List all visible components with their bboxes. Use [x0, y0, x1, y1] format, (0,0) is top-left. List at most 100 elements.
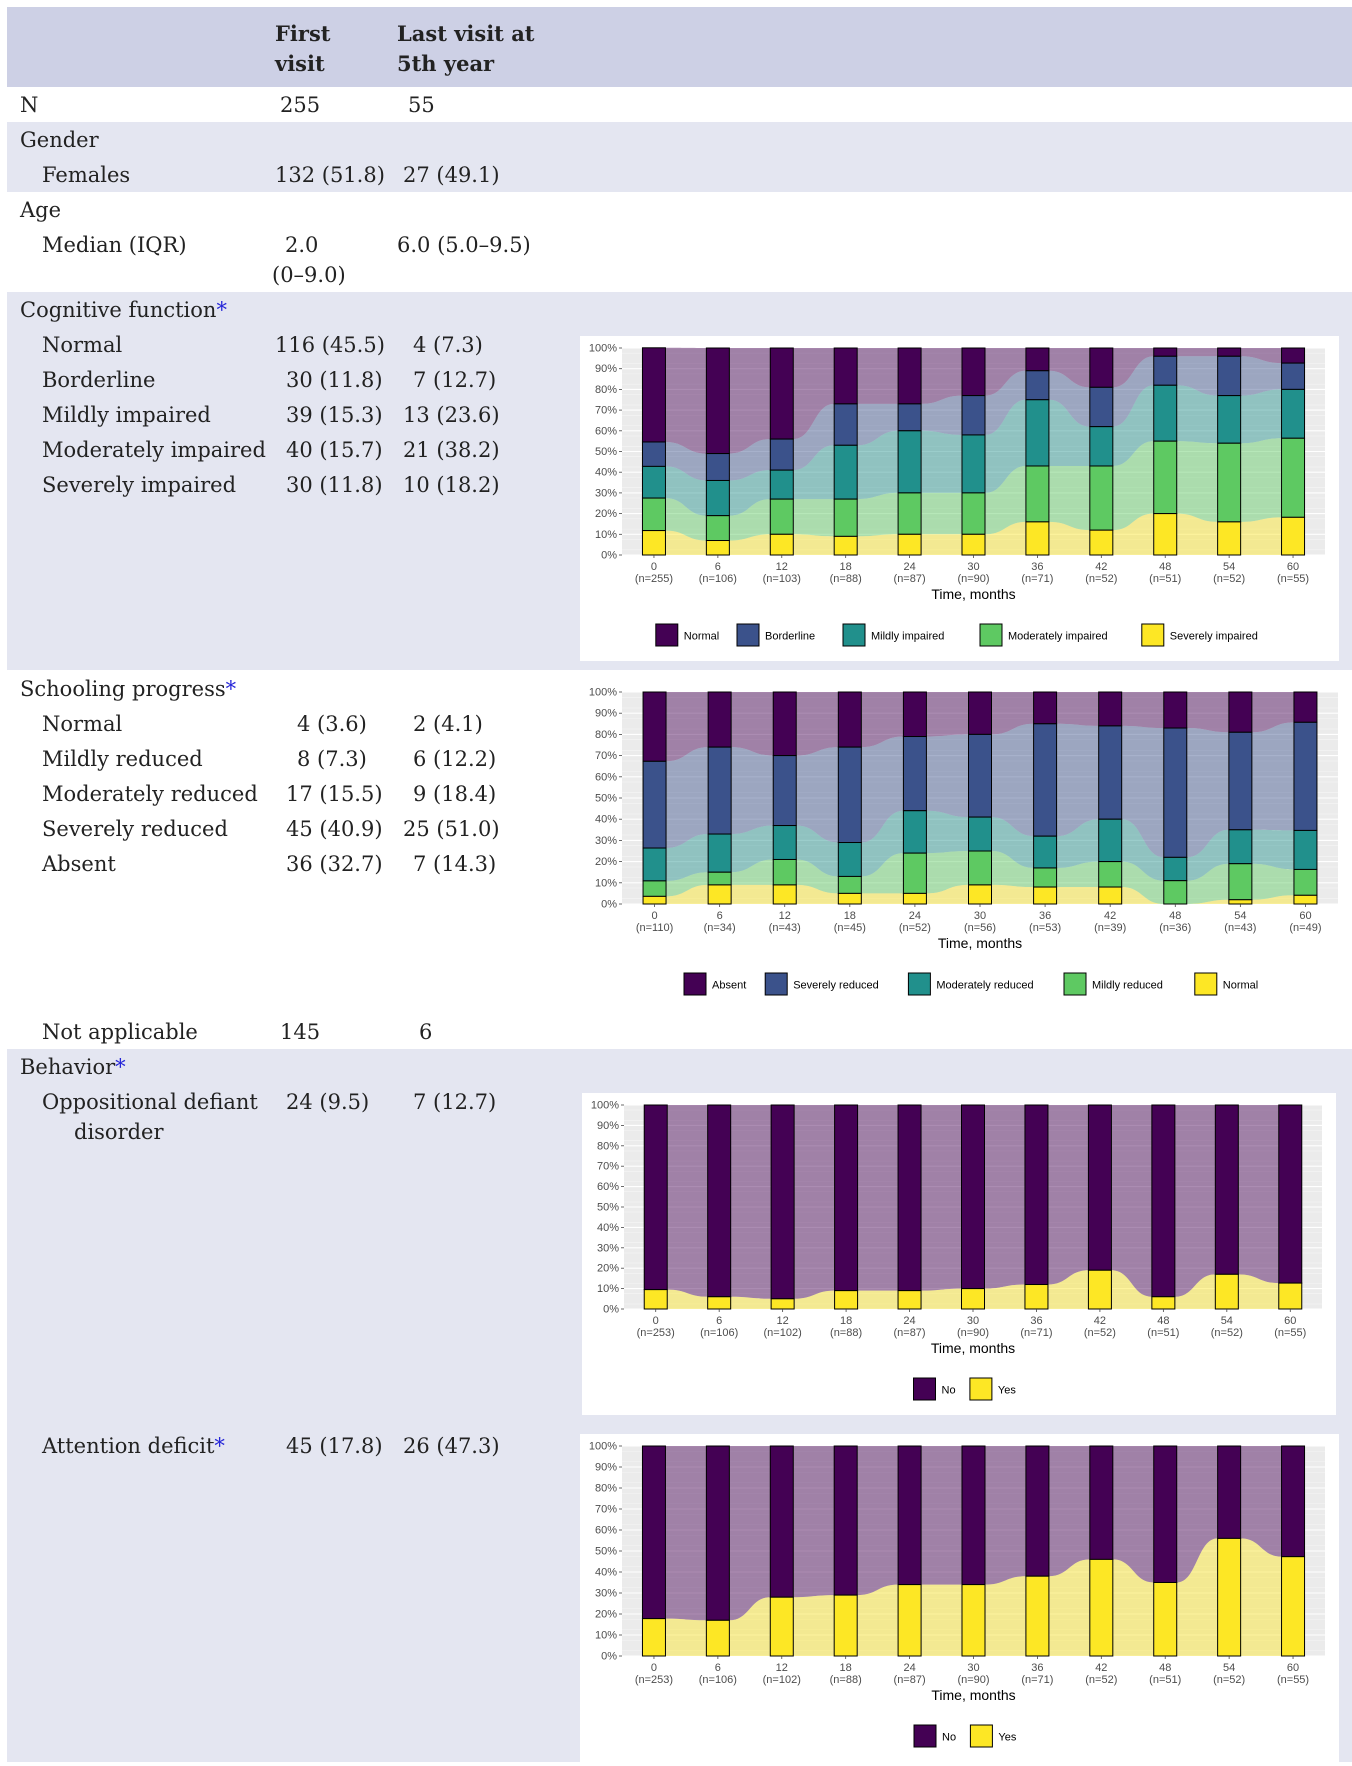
stratum-bar: [705, 540, 730, 556]
stratum-bar: [769, 498, 794, 535]
stratum-bar: [1151, 1104, 1176, 1298]
attention-label-text: Attention deficit: [42, 1434, 215, 1458]
y-tick-label: 100%: [589, 687, 617, 699]
flow-band: [857, 348, 899, 404]
sch-row-0-first: 4 (3.6): [297, 712, 367, 736]
y-tick-label: 70%: [597, 1161, 619, 1173]
x-tick-label: 24: [903, 1662, 915, 1674]
sch-row-4-label: Absent: [42, 852, 116, 876]
x-n-label: (n=106): [699, 573, 737, 585]
flow-band: [731, 884, 774, 904]
stratum-bar: [833, 403, 858, 446]
header-first-visit-l1: First: [275, 21, 331, 46]
stratum-bar: [902, 736, 927, 812]
stratum-bar: [642, 880, 667, 897]
stratum-bar: [897, 1584, 922, 1657]
x-tick-label: 60: [1287, 561, 1299, 573]
row-median-last: 6.0 (5.0–9.5): [397, 233, 531, 257]
stratum-bar: [707, 884, 732, 905]
x-tick-label: 18: [844, 910, 856, 922]
flow-band: [1048, 399, 1090, 466]
stratum-bar: [1024, 1284, 1049, 1310]
flow-band: [665, 530, 707, 555]
flow-band: [985, 465, 1026, 535]
flow-band: [991, 692, 1034, 735]
stratum-bar: [641, 530, 666, 556]
flow-band: [796, 884, 839, 904]
sch-row-0-label: Normal: [42, 712, 123, 736]
section-behavior-label: Behavior: [20, 1055, 116, 1079]
y-tick-label: 90%: [597, 1120, 619, 1132]
stratum-bar: [961, 1445, 986, 1586]
x-tick-label: 36: [1039, 910, 1051, 922]
legend-label: Normal: [684, 631, 719, 643]
x-n-label: (n=253): [635, 1674, 673, 1686]
x-n-label: (n=43): [769, 922, 801, 934]
stratum-bar: [968, 884, 992, 905]
flow-band: [793, 1446, 835, 1598]
sch-na-last: 6: [419, 1020, 433, 1044]
x-tick-label: 48: [1159, 561, 1171, 573]
stratum-bar: [1281, 437, 1306, 518]
stratum-bar: [707, 833, 732, 873]
flow-band: [793, 499, 835, 537]
chart-legend: No Yes: [913, 1377, 1016, 1401]
attention-label: Attention deficit*: [42, 1432, 225, 1461]
cognitive-function-chart: 0% 10% 20% 30% 40% 50% 60% 70% 80% 90% 100% 0 (n=255…: [580, 336, 1339, 661]
cog-row-4-label: Severely impaired: [42, 473, 237, 497]
flow-band: [1048, 1559, 1090, 1656]
sch-row-1-first: 8 (7.3): [297, 747, 367, 771]
x-tick-label: 12: [776, 1662, 788, 1674]
flow-band: [1186, 829, 1229, 881]
attention-last: 26 (47.3): [403, 1434, 500, 1458]
odd-last: 7 (12.7): [413, 1090, 497, 1114]
flow-band: [793, 403, 835, 471]
odd-label-l1: Oppositional defiant: [42, 1090, 258, 1114]
stratum-bar: [705, 1445, 730, 1621]
flow-band: [731, 692, 774, 756]
stratum-bar: [642, 847, 667, 882]
stratum-bar: [707, 1104, 732, 1298]
legend-swatch: [979, 623, 1003, 647]
x-n-label: (n=106): [699, 1674, 737, 1686]
sch-na-first: 145: [280, 1020, 321, 1044]
x-n-label: (n=110): [636, 922, 673, 934]
stratum-bar: [769, 438, 794, 471]
x-tick-label: 6: [715, 561, 721, 573]
stratum-bar: [1217, 521, 1242, 556]
cog-row-0-first: 116 (45.5): [275, 333, 385, 357]
legend-swatch: [969, 1377, 993, 1401]
stratum-bar: [1153, 355, 1178, 386]
stratum-bar: [642, 895, 667, 905]
stratum-bar: [1098, 818, 1123, 863]
stratum-bar: [1217, 395, 1242, 444]
header-first-visit-l2: visit: [275, 51, 325, 76]
schooling-progress-chart: 0% 10% 20% 30% 40% 50% 60% 70% 80% 90% 100% 0 (n=110…: [580, 680, 1352, 1010]
stratum-bar: [643, 1289, 668, 1310]
x-tick-label: 30: [967, 1662, 979, 1674]
x-tick-label: 42: [1095, 1662, 1107, 1674]
flow-band: [985, 370, 1026, 435]
stratum-bar: [1228, 863, 1253, 901]
stratum-bar: [642, 691, 667, 762]
x-tick-label: 60: [1299, 910, 1311, 922]
chart-legend: No Yes: [913, 1724, 1017, 1748]
stratum-bar: [1214, 1273, 1239, 1310]
flow-band: [1176, 385, 1218, 444]
flow-band: [1121, 861, 1164, 904]
flow-band: [1112, 385, 1154, 466]
x-tick-label: 48: [1159, 1662, 1171, 1674]
stratum-bar: [961, 533, 986, 556]
stratum-bar: [1098, 886, 1123, 905]
flow-band: [1048, 348, 1090, 388]
chart-legend: Normal Borderline Mildly impaired Moderatel…: [655, 623, 1258, 647]
y-tick-label: 90%: [595, 708, 617, 720]
flow-band: [926, 692, 969, 737]
x-tick-label: 24: [909, 910, 921, 922]
legend-label: Severely reduced: [793, 980, 879, 992]
y-tick-label: 10%: [595, 1630, 617, 1642]
legend-swatch: [683, 972, 707, 996]
legend-label: Moderately impaired: [1008, 631, 1108, 643]
x-n-label: (n=51): [1147, 1327, 1179, 1339]
legend-label: Yes: [998, 1732, 1016, 1744]
